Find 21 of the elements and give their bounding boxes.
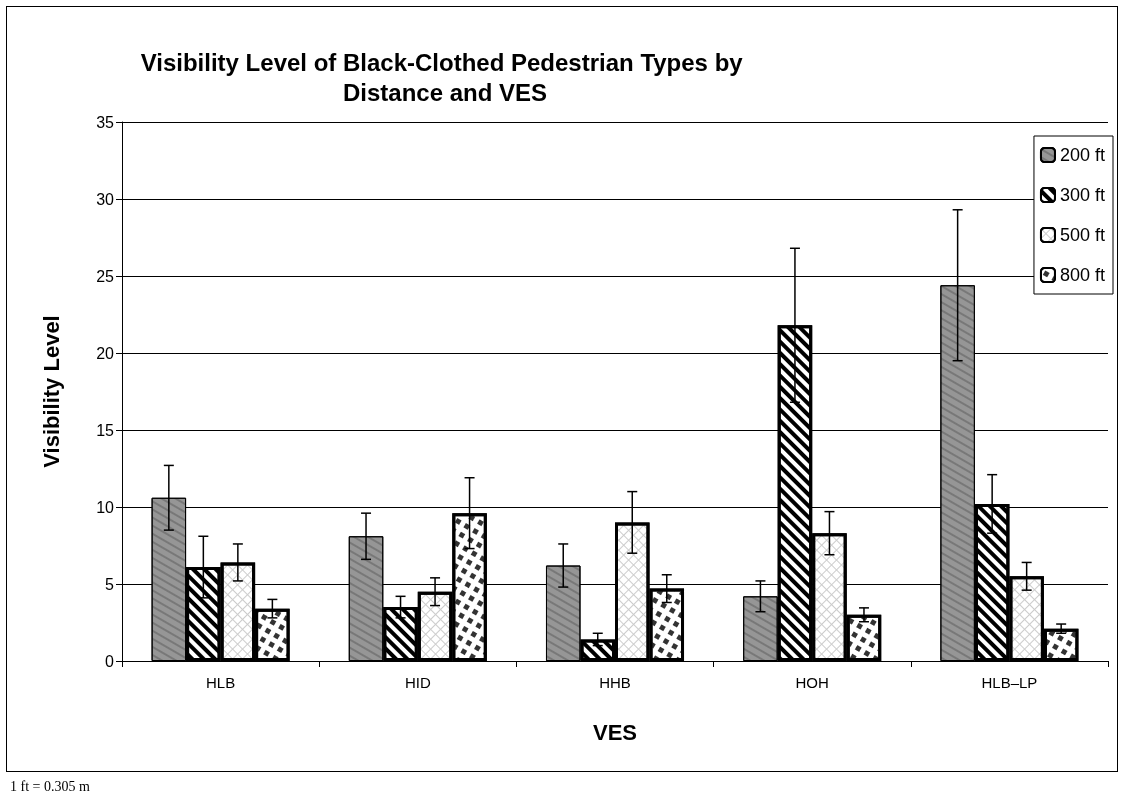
legend-label: 300 ft — [1059, 185, 1106, 205]
y-axis-title: Visibility Level — [38, 315, 64, 468]
legend-label: 500 ft — [1059, 225, 1106, 245]
x-tick-label: HID — [404, 674, 431, 691]
x-tick-label: HLB — [206, 674, 236, 691]
y-tick-label: 0 — [105, 652, 115, 670]
chart-title: Visibility Level of Black-Clothed Pedestrian Types by Distance and VES — [140, 48, 750, 106]
y-tick-label: 10 — [96, 498, 115, 516]
y-tick-label: 20 — [96, 344, 115, 362]
y-tick-label: 5 — [105, 575, 115, 593]
y-tick-label: 15 — [96, 421, 115, 439]
y-tick-label: 25 — [96, 267, 115, 285]
y-tick-label: 35 — [96, 113, 115, 131]
y-tick-label: 30 — [96, 190, 115, 208]
text: 1 ft = 0.305 m — [10, 778, 90, 794]
legend-label: 800 ft — [1059, 265, 1106, 285]
x-axis-title: VES — [592, 719, 638, 745]
legend-label: 200 ft — [1059, 145, 1106, 165]
x-tick-label: HOH — [795, 674, 829, 691]
x-tick-label: HLB–LP — [981, 674, 1038, 691]
x-tick-label: HHB — [599, 674, 631, 691]
